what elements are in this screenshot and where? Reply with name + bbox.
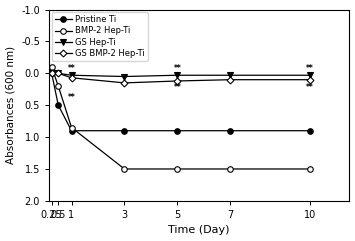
GS Hep-Ti <box>122 75 127 78</box>
GS Hep-Ti <box>50 72 54 75</box>
GS BMP-2 Hep-Ti <box>228 78 233 81</box>
GS BMP-2 Hep-Ti <box>175 80 180 82</box>
Line: GS BMP-2 Hep-Ti: GS BMP-2 Hep-Ti <box>49 71 312 85</box>
GS Hep-Ti <box>69 74 73 77</box>
Pristine Ti <box>122 129 127 132</box>
Text: **: ** <box>306 83 313 92</box>
GS BMP-2 Hep-Ti <box>56 72 60 75</box>
GS BMP-2 Hep-Ti <box>50 72 54 75</box>
Text: **: ** <box>306 64 313 73</box>
BMP-2 Hep-Ti <box>175 167 180 170</box>
Line: GS Hep-Ti: GS Hep-Ti <box>49 71 312 79</box>
GS BMP-2 Hep-Ti <box>122 81 127 84</box>
X-axis label: Time (Day): Time (Day) <box>169 225 230 235</box>
BMP-2 Hep-Ti <box>308 167 312 170</box>
GS BMP-2 Hep-Ti <box>69 76 73 79</box>
GS Hep-Ti <box>175 74 180 77</box>
Text: **: ** <box>68 64 75 73</box>
Pristine Ti <box>175 129 180 132</box>
Y-axis label: Absorbances (600 nm): Absorbances (600 nm) <box>6 46 16 164</box>
Text: **: ** <box>174 64 181 73</box>
Text: **: ** <box>174 83 181 92</box>
GS Hep-Ti <box>228 74 233 77</box>
BMP-2 Hep-Ti <box>228 167 233 170</box>
BMP-2 Hep-Ti <box>50 66 54 68</box>
BMP-2 Hep-Ti <box>56 85 60 87</box>
GS Hep-Ti <box>308 74 312 77</box>
Pristine Ti <box>308 129 312 132</box>
BMP-2 Hep-Ti <box>69 126 73 129</box>
Pristine Ti <box>56 104 60 107</box>
Line: Pristine Ti: Pristine Ti <box>49 71 312 134</box>
Line: BMP-2 Hep-Ti: BMP-2 Hep-Ti <box>49 64 312 172</box>
Text: **: ** <box>68 93 75 102</box>
Pristine Ti <box>50 72 54 75</box>
Legend: Pristine Ti, BMP-2 Hep-Ti, GS Hep-Ti, GS BMP-2 Hep-Ti: Pristine Ti, BMP-2 Hep-Ti, GS Hep-Ti, GS… <box>51 12 148 61</box>
BMP-2 Hep-Ti <box>122 167 127 170</box>
Pristine Ti <box>69 129 73 132</box>
GS BMP-2 Hep-Ti <box>308 78 312 81</box>
GS Hep-Ti <box>56 72 60 75</box>
Pristine Ti <box>228 129 233 132</box>
